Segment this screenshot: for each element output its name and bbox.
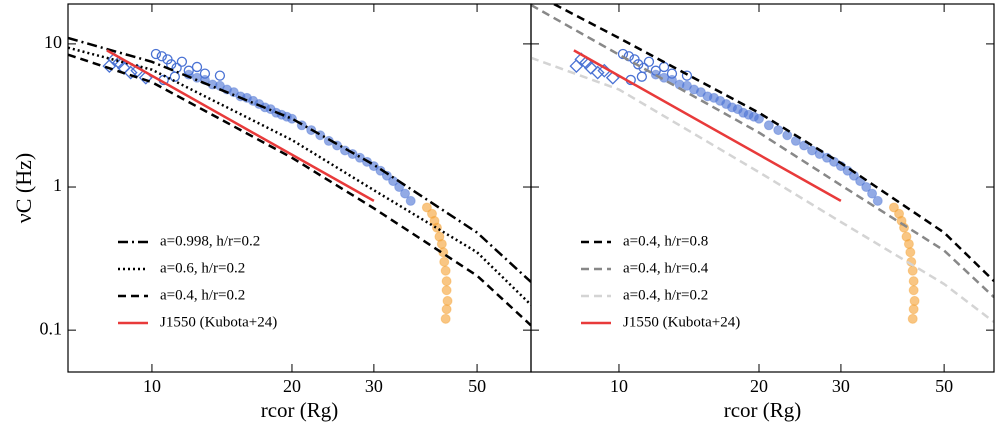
x-axis-label: rcor (Rg) bbox=[724, 398, 802, 422]
curve bbox=[573, 49, 842, 202]
legend-label: J1550 (Kubota+24) bbox=[623, 314, 740, 330]
curve bbox=[68, 36, 531, 283]
x-axis-label: rcor (Rg) bbox=[261, 398, 339, 422]
data-point bbox=[867, 188, 878, 199]
data-point bbox=[421, 202, 432, 213]
data-point bbox=[907, 265, 918, 276]
data-point bbox=[442, 295, 453, 306]
plot-area bbox=[68, 36, 531, 327]
data-point bbox=[623, 51, 634, 62]
data-point bbox=[908, 276, 919, 287]
data-point bbox=[441, 304, 452, 315]
data-point bbox=[156, 51, 167, 62]
data-point bbox=[763, 120, 774, 131]
data-point bbox=[903, 238, 914, 249]
data-point bbox=[908, 304, 919, 315]
x-tick-label: 50 bbox=[468, 376, 486, 396]
data-point bbox=[191, 61, 203, 73]
y-axis-label: νC (Hz) bbox=[11, 153, 36, 223]
data-point bbox=[905, 247, 916, 258]
data-point bbox=[440, 313, 451, 324]
legend-label: a=0.4, h/r=0.2 bbox=[623, 287, 708, 303]
curve bbox=[68, 53, 531, 327]
legend-label: a=0.998, h/r=0.2 bbox=[160, 233, 260, 249]
legend-label: a=0.6, h/r=0.2 bbox=[160, 260, 245, 276]
data-point bbox=[169, 71, 180, 82]
data-point bbox=[773, 125, 784, 136]
data-point bbox=[354, 152, 365, 163]
legend-label: a=0.4, h/r=0.2 bbox=[160, 287, 245, 303]
x-tick-label: 30 bbox=[365, 376, 383, 396]
data-point bbox=[228, 87, 239, 98]
data-point bbox=[123, 65, 138, 80]
y-tick-label: 10 bbox=[44, 32, 62, 52]
data-point bbox=[441, 285, 452, 296]
data-point bbox=[441, 276, 452, 287]
data-point bbox=[861, 182, 872, 193]
x-tick-label: 20 bbox=[750, 376, 768, 396]
data-point bbox=[617, 48, 629, 60]
curve bbox=[551, 4, 994, 282]
curve bbox=[106, 49, 375, 202]
data-point bbox=[405, 195, 416, 206]
x-tick-label: 20 bbox=[283, 376, 301, 396]
legend-label: a=0.4, h/r=0.8 bbox=[623, 233, 708, 249]
curve bbox=[531, 56, 994, 323]
data-point bbox=[583, 60, 598, 75]
plot-area bbox=[531, 4, 994, 324]
data-point bbox=[658, 61, 670, 73]
data-point bbox=[439, 256, 450, 267]
data-point bbox=[681, 70, 693, 81]
data-point bbox=[436, 238, 447, 249]
data-point bbox=[400, 188, 411, 199]
x-tick-label: 10 bbox=[143, 376, 161, 396]
data-point bbox=[176, 56, 188, 67]
data-point bbox=[782, 130, 793, 141]
data-point bbox=[214, 70, 226, 81]
curve bbox=[68, 46, 531, 306]
y-tick-label: 1 bbox=[53, 175, 62, 195]
data-point bbox=[150, 48, 162, 60]
curve bbox=[531, 4, 994, 299]
data-point bbox=[908, 285, 919, 296]
x-tick-label: 50 bbox=[935, 376, 953, 396]
data-point bbox=[907, 313, 918, 324]
data-point bbox=[681, 80, 692, 91]
panel-frame bbox=[67, 3, 532, 373]
data-point bbox=[909, 295, 920, 306]
data-point bbox=[590, 65, 605, 80]
legend-label: J1550 (Kubota+24) bbox=[160, 314, 277, 330]
data-point bbox=[888, 202, 899, 213]
x-tick-label: 10 bbox=[610, 376, 628, 396]
panel-frame bbox=[530, 3, 995, 373]
data-point bbox=[438, 247, 449, 258]
legend-label: a=0.4, h/r=0.4 bbox=[623, 260, 709, 276]
data-point bbox=[636, 71, 648, 82]
data-point bbox=[807, 145, 818, 156]
y-tick-label: 0.1 bbox=[40, 318, 63, 338]
x-tick-label: 30 bbox=[832, 376, 850, 396]
data-point bbox=[754, 113, 765, 124]
data-point bbox=[695, 87, 706, 98]
data-point bbox=[643, 56, 655, 67]
data-point bbox=[872, 195, 883, 206]
data-point bbox=[440, 265, 451, 276]
